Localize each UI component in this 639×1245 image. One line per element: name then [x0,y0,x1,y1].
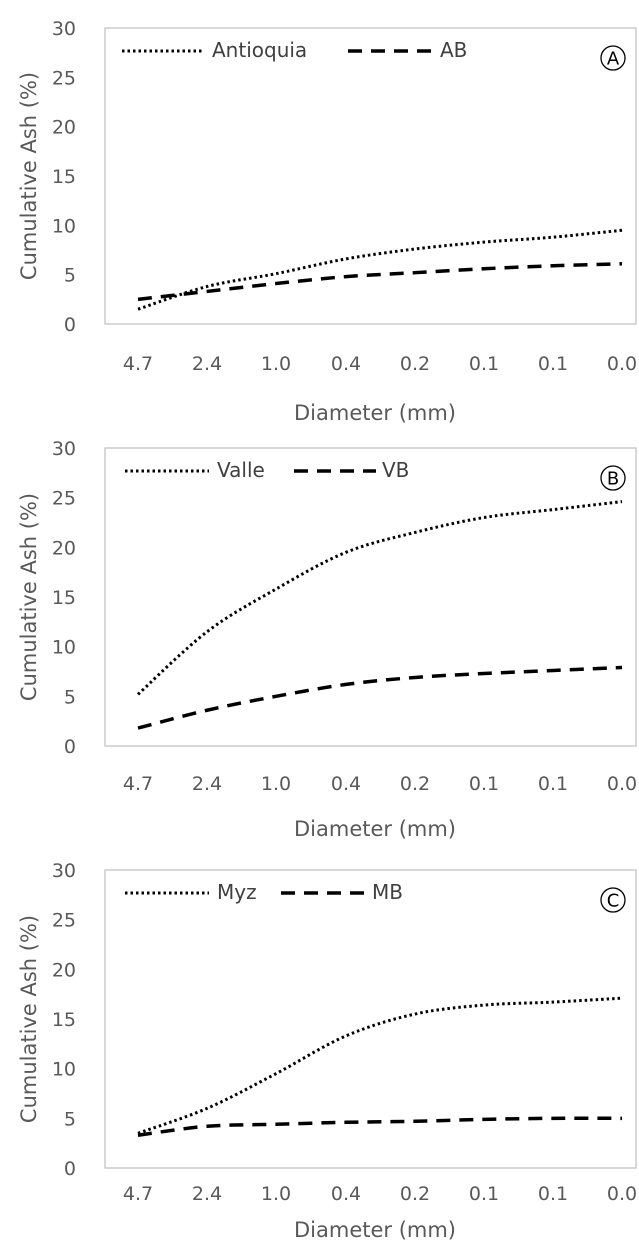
y-tick-label: 20 [52,537,76,559]
x-tick-label: 0.1 [469,1183,499,1205]
x-tick-label: 0.1 [469,353,499,375]
legend-label-vb: VB [382,458,409,482]
x-tick-label: 1.0 [261,773,291,795]
y-axis-title: Cumulative Ash (%) [17,915,41,1123]
y-tick-label: 25 [52,67,76,89]
legend-label-antioquia: Antioquia [212,38,307,62]
chart-panel-a: 0 5 10 15 20 25 30 4.7 2.4 1.0 0.4 0.2 0.1 0.1 0.0 Diam… [17,18,637,425]
legend-label-ab: AB [440,38,467,62]
x-tick-label: 0.1 [469,773,499,795]
panel-badge-circle [600,465,626,491]
y-tick-label: 15 [52,1009,76,1031]
x-tick-label: 0.4 [331,773,361,795]
x-tick-label: 0.4 [331,1183,361,1205]
x-tick-label: 4.7 [123,773,153,795]
plot-area-frame [104,447,637,747]
y-tick-label: 10 [52,637,76,659]
y-tick-label: 20 [52,959,76,981]
series-line-antioquia [137,228,623,311]
y-tick-label: 5 [64,1108,76,1130]
x-tick-label: 1.0 [261,353,291,375]
x-tick-label: 0.2 [400,773,430,795]
y-tick-label: 0 [64,314,76,336]
legend-label-mb: MB [372,880,403,904]
x-tick-label: 0.1 [538,1183,568,1205]
x-tick-label: 4.7 [123,1183,153,1205]
x-axis-title: Diameter (mm) [294,1218,456,1242]
plot-area-frame [104,27,637,325]
y-axis-title: Cumulative Ash (%) [17,493,41,701]
y-tick-label: 10 [52,215,76,237]
x-tick-label: 0.1 [538,773,568,795]
y-tick-label: 0 [64,736,76,758]
y-tick-label: 25 [52,488,76,510]
x-tick-label: 0.0 [607,1183,637,1205]
y-tick-label: 15 [52,166,76,188]
panel-badge-label: C [607,891,620,912]
panel-badge-circle [600,887,626,913]
panel-badge-circle [600,45,626,71]
x-tick-label: 2.4 [192,1183,222,1205]
legend-label-valle: Valle [217,458,265,482]
y-tick-label: 5 [64,686,76,708]
plot-area-frame [104,869,637,1169]
x-tick-label: 2.4 [192,353,222,375]
chart-panel-c: 0 5 10 15 20 25 30 4.7 2.4 1.0 0.4 0.2 0.1 0.1 0.0 Diam… [17,860,637,1242]
series-line-myz [137,996,623,1135]
y-tick-label: 30 [52,438,76,460]
x-tick-label: 0.0 [607,353,637,375]
y-tick-label: 30 [52,18,76,40]
x-tick-label: 0.2 [400,1183,430,1205]
y-tick-label: 10 [52,1059,76,1081]
y-tick-label: 5 [64,265,76,287]
x-tick-label: 0.2 [400,353,430,375]
chart-panel-b: 0 5 10 15 20 25 30 4.7 2.4 1.0 0.4 0.2 0.1 0.1 0.0 Diam… [17,438,637,841]
panel-badge-label: A [607,49,620,70]
x-tick-label: 1.0 [261,1183,291,1205]
x-axis-title: Diameter (mm) [294,817,456,841]
series-line-valle [136,500,623,696]
series-line-mb [137,1116,623,1137]
y-tick-label: 15 [52,587,76,609]
series-line-vb [137,665,623,730]
series-line-ab [137,262,623,302]
legend-label-myz: Myz [217,880,257,904]
y-axis-title: Cumulative Ash (%) [17,72,41,280]
y-tick-label: 25 [52,910,76,932]
x-tick-label: 0.1 [538,353,568,375]
panel-badge-label: B [607,469,619,490]
y-tick-label: 30 [52,860,76,882]
x-tick-label: 2.4 [192,773,222,795]
x-tick-label: 4.7 [123,353,153,375]
y-tick-label: 20 [52,117,76,139]
x-tick-label: 0.4 [331,353,361,375]
y-tick-label: 0 [64,1158,76,1180]
x-tick-label: 0.0 [607,773,637,795]
x-axis-title: Diameter (mm) [294,401,456,425]
